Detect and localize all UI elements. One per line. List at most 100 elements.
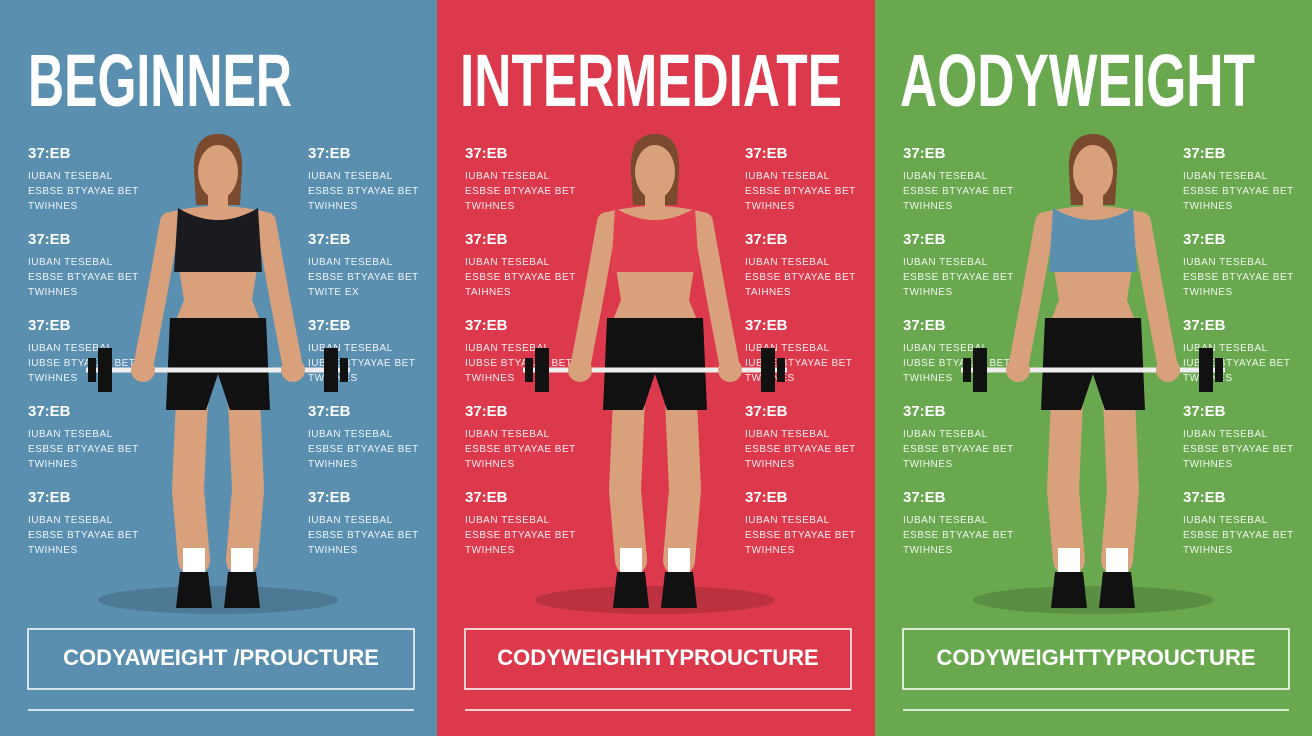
- stat-line: IUBAN TESEBAL: [465, 257, 550, 268]
- stat-block: 37:EB IUBAN TESEBAL ESBSE BTYAYAE BET TWIHN…: [745, 145, 855, 212]
- stat-line: TWIHNES: [308, 545, 358, 556]
- plate: [973, 348, 987, 392]
- shoe: [1099, 572, 1135, 608]
- stat-heading: 37:EB: [903, 403, 946, 420]
- stat-line: TWIHNES: [28, 459, 78, 470]
- stat-line: IUBAN TESEBAL: [308, 515, 393, 526]
- stat-line: TWIHNES: [903, 287, 953, 298]
- shoe: [176, 572, 212, 608]
- panel-title: AODYWEIGHT: [900, 39, 1255, 122]
- shoe: [613, 572, 649, 608]
- stat-line: IUBAN TESEBAL: [903, 343, 988, 354]
- stat-line: IUBSE BTYAYAE BET: [1183, 358, 1290, 369]
- stat-line: TWIHNES: [28, 287, 78, 298]
- hand: [1156, 358, 1180, 382]
- shorts: [1041, 318, 1145, 410]
- stat-line: IUBAN TESEBAL: [745, 343, 830, 354]
- sock: [620, 548, 642, 574]
- plate: [761, 348, 775, 392]
- stat-line: IUBAN TESEBAL: [465, 429, 550, 440]
- stat-heading: 37:EB: [1183, 403, 1226, 420]
- arm: [693, 212, 740, 378]
- shadow: [98, 586, 338, 614]
- stat-line: ESBSE BTYAYAE BET: [28, 444, 139, 455]
- stat-line: ESBSE BTYAYAE BET: [28, 186, 139, 197]
- panel: BEGINNER 37:EB IUBAN TESEBAL ESBSE BTYAYAE …: [27, 39, 418, 711]
- arm: [256, 212, 303, 378]
- stat-block: 37:EB IUBAN TESEBAL ESBSE BTYAYAE BET TWIHN…: [903, 489, 1013, 556]
- stat-line: TWIHNES: [465, 459, 515, 470]
- sock: [668, 548, 690, 574]
- plate: [88, 358, 96, 382]
- stat-block: 37:EB IUBAN TESEBAL ESBSE BTYAYAE BET TWIHN…: [28, 231, 138, 298]
- stat-heading: 37:EB: [465, 231, 508, 248]
- stat-line: IUBSE BTYAYAE BET: [308, 358, 415, 369]
- stat-heading: 37:EB: [1183, 489, 1226, 506]
- shoe: [224, 572, 260, 608]
- stat-heading: 37:EB: [28, 145, 71, 162]
- stat-line: IUBAN TESEBAL: [1183, 429, 1268, 440]
- stat-heading: 37:EB: [28, 317, 71, 334]
- stat-line: TWIHNES: [308, 201, 358, 212]
- stat-line: IUBAN TESEBAL: [745, 429, 830, 440]
- leg: [1047, 384, 1085, 576]
- stat-line: ESBSE BTYAYAE BET: [903, 444, 1014, 455]
- leg: [226, 384, 264, 576]
- hand: [131, 358, 155, 382]
- sports-top: [1049, 208, 1137, 272]
- stat-heading: 37:EB: [903, 145, 946, 162]
- stat-line: ESBSE BTYAYAE BET: [1183, 186, 1294, 197]
- stat-line: IUBAN TESEBAL: [465, 515, 550, 526]
- stat-line: TWIHNES: [745, 459, 795, 470]
- stat-heading: 37:EB: [903, 231, 946, 248]
- stat-line: IUBAN TESEBAL: [745, 257, 830, 268]
- leg: [172, 384, 210, 576]
- stat-line: ESBSE BTYAYAE BET: [465, 272, 576, 283]
- stat-line: ESBSE BTYAYAE BET: [28, 530, 139, 541]
- stat-line: IUBAN TESEBAL: [1183, 171, 1268, 182]
- stat-line: IUBAN TESEBAL: [903, 257, 988, 268]
- stat-heading: 37:EB: [308, 403, 351, 420]
- stat-line: TWIHNES: [1183, 545, 1233, 556]
- stat-heading: 37:EB: [903, 489, 946, 506]
- sock: [231, 548, 253, 574]
- stat-block: 37:EB IUBAN TESEBAL ESBSE BTYAYAE BET TWITE…: [308, 231, 418, 298]
- stat-line: TWIHNES: [465, 545, 515, 556]
- stat-block: 37:EB IUBAN TESEBAL ESBSE BTYAYAE BET TWIHN…: [903, 403, 1014, 470]
- plate: [963, 358, 971, 382]
- stat-line: ESBSE BTYAYAE BET: [745, 444, 856, 455]
- stat-heading: 37:EB: [28, 403, 71, 420]
- stat-line: TWIHNES: [308, 459, 358, 470]
- stat-heading: 37:EB: [1183, 317, 1226, 334]
- stat-heading: 37:EB: [1183, 145, 1226, 162]
- stat-line: IUBAN TESEBAL: [28, 515, 113, 526]
- leg: [1101, 384, 1139, 576]
- stat-line: TWIHNES: [1183, 459, 1233, 470]
- stat-line: IUBSE BTYAYAE BET: [745, 358, 852, 369]
- stat-line: IUBAN TESEBAL: [1183, 515, 1268, 526]
- stat-block: 37:EB IUBAN TESEBAL IUBSE BTYAYAE BET TWIHN…: [465, 317, 572, 384]
- hand: [568, 358, 592, 382]
- stat-block: 37:EB IUBAN TESEBAL ESBSE BTYAYAE BET TWIHN…: [1183, 489, 1293, 556]
- stat-heading: 37:EB: [465, 317, 508, 334]
- stat-block: 37:EB IUBAN TESEBAL ESBSE BTYAYAE BET TWIHN…: [308, 403, 418, 470]
- footer-label: CODYAWEIGHT /PROUCTURE: [63, 645, 379, 670]
- stat-line: IUBAN TESEBAL: [465, 343, 550, 354]
- stat-heading: 37:EB: [28, 231, 71, 248]
- stat-line: ESBSE BTYAYAE BET: [1183, 272, 1294, 283]
- stat-block: 37:EB IUBAN TESEBAL ESBSE BTYAYAE BET TWIHN…: [28, 403, 139, 470]
- footer-label: CODYWEIGHHTYPROUCTURE: [497, 645, 818, 670]
- leg: [609, 384, 647, 576]
- stat-line: TAIHNES: [465, 287, 511, 298]
- stat-heading: 37:EB: [465, 489, 508, 506]
- stat-line: IUBAN TESEBAL: [903, 515, 988, 526]
- stat-heading: 37:EB: [465, 145, 508, 162]
- panel-title: INTERMEDIATE: [460, 39, 842, 122]
- stat-block: 37:EB IUBAN TESEBAL ESBSE BTYAYAE BET TAIHN…: [745, 231, 855, 298]
- stat-line: TWIHNES: [28, 373, 78, 384]
- sports-top: [611, 208, 699, 272]
- stat-block: 37:EB IUBAN TESEBAL ESBSE BTYAYAE BET TWIHN…: [745, 489, 855, 556]
- stat-line: TAIHNES: [745, 287, 791, 298]
- stat-line: ESBSE BTYAYAE BET: [1183, 444, 1294, 455]
- stat-heading: 37:EB: [745, 489, 788, 506]
